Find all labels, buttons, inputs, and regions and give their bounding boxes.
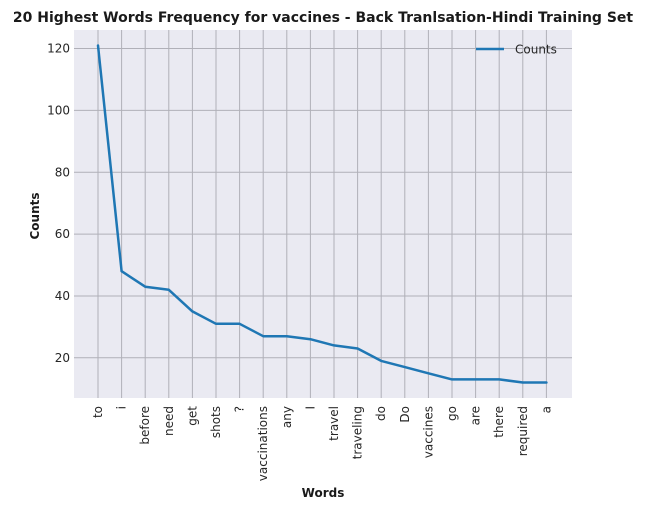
x-tick-label: before bbox=[138, 406, 152, 445]
x-tick-label: vaccinations bbox=[256, 406, 270, 481]
x-tick-label: to bbox=[91, 406, 105, 418]
x-axis-label: Words bbox=[302, 486, 345, 500]
series-line-counts bbox=[96, 44, 548, 384]
y-tick-label: 60 bbox=[55, 227, 70, 241]
plot-area bbox=[74, 30, 572, 398]
y-tick-label: 40 bbox=[55, 289, 70, 303]
y-axis-label: Counts bbox=[28, 192, 42, 239]
x-tick-label: travel bbox=[327, 406, 341, 441]
x-tick-label: need bbox=[162, 406, 176, 436]
y-tick-labels: 20 40 60 80 100 120 bbox=[47, 42, 70, 365]
legend: Counts bbox=[476, 43, 557, 57]
x-tick-label: a bbox=[539, 406, 553, 413]
y-tick-label: 120 bbox=[47, 42, 70, 56]
chart-title: 20 Highest Words Frequency for vaccines … bbox=[13, 10, 634, 26]
y-tick-label: 100 bbox=[47, 103, 70, 117]
y-tick-label: 80 bbox=[55, 165, 70, 179]
x-tick-label: do bbox=[374, 406, 388, 421]
x-tick-label: are bbox=[469, 406, 483, 425]
x-gridlines bbox=[97, 30, 547, 398]
x-tick-label: I bbox=[303, 406, 317, 410]
x-tick-label: vaccines bbox=[421, 406, 435, 458]
x-tick-label: traveling bbox=[351, 406, 365, 459]
y-tick-label: 20 bbox=[55, 351, 70, 365]
x-tick-label: Do bbox=[398, 406, 412, 423]
x-tick-label: there bbox=[492, 406, 506, 438]
x-tick-label: i bbox=[115, 406, 129, 409]
legend-label-counts: Counts bbox=[515, 43, 557, 57]
series-layer bbox=[96, 44, 548, 384]
x-tick-label: shots bbox=[209, 406, 223, 438]
x-tick-label: required bbox=[516, 406, 530, 456]
x-tick-label: go bbox=[445, 406, 459, 421]
x-tick-label: ? bbox=[233, 406, 247, 412]
x-tick-label: get bbox=[185, 406, 199, 426]
x-tick-label: any bbox=[280, 406, 294, 428]
